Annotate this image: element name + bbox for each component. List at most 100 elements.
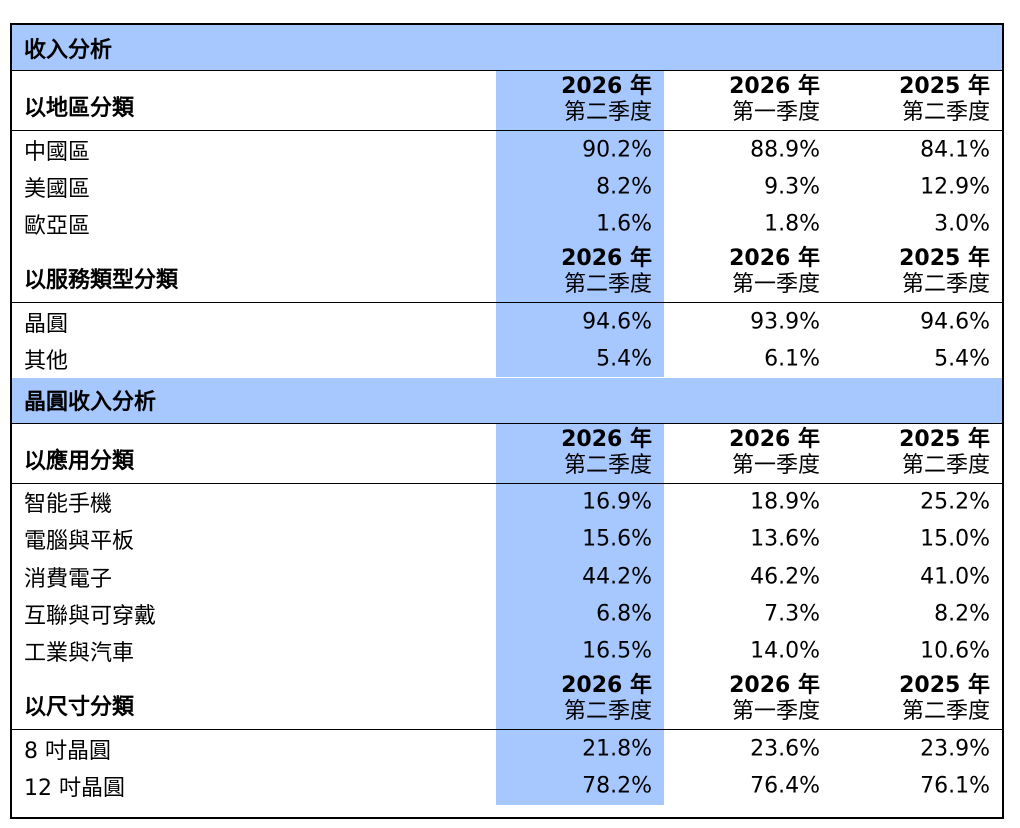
period-year: 2025 年 xyxy=(899,74,990,99)
period-header: 2026 年第二季度 xyxy=(496,670,652,729)
percent-cell: 16.9% xyxy=(582,489,652,515)
row-label: 電腦與平板 xyxy=(24,529,135,555)
current-quarter-highlight xyxy=(496,423,664,483)
percent-cell: 21.8% xyxy=(582,736,652,762)
percent-cell: 9.3% xyxy=(764,174,820,200)
percent-cell: 94.6% xyxy=(920,309,990,335)
period-header: 2026 年第一季度 xyxy=(664,71,820,130)
table-row: 12 吋晶圓 78.2% 76.4% 76.1% xyxy=(12,767,1002,805)
period-year: 2026 年 xyxy=(729,426,820,452)
percent-cell: 5.4% xyxy=(596,346,652,372)
percent-cell: 1.8% xyxy=(764,211,820,237)
percent-cell: 23.6% xyxy=(750,736,820,762)
current-quarter-highlight xyxy=(496,670,664,729)
percent-cell: 12.9% xyxy=(920,174,990,200)
current-quarter-highlight xyxy=(496,340,664,378)
table-row: 智能手機 16.9% 18.9% 25.2% xyxy=(12,483,1002,521)
current-quarter-highlight xyxy=(496,242,664,302)
table-row: 互聯與可穿戴 6.8% 7.3% 8.2% xyxy=(12,595,1002,633)
table-row: 8 吋晶圓 21.8% 23.6% 23.9% xyxy=(12,730,1002,768)
period-quarter: 第二季度 xyxy=(563,699,652,724)
period-header: 2026 年第二季度 xyxy=(496,424,652,483)
percent-cell: 7.3% xyxy=(764,601,820,627)
category-header-row: 以尺寸分類 2026 年第二季度 2026 年第一季度 2025 年第二季度 xyxy=(12,670,1002,730)
period-year: 2025 年 xyxy=(899,673,990,698)
period-quarter: 第二季度 xyxy=(563,452,652,478)
row-label: 智能手機 xyxy=(24,492,113,518)
period-year: 2026 年 xyxy=(561,426,652,452)
current-quarter-highlight xyxy=(496,520,664,559)
period-quarter: 第二季度 xyxy=(901,699,990,724)
table-row: 其他 5.4% 6.1% 5.4% xyxy=(12,340,1002,378)
percent-cell: 88.9% xyxy=(750,137,820,163)
percent-cell: 6.8% xyxy=(596,601,652,627)
percent-cell: 41.0% xyxy=(920,564,990,590)
category-title: 以服務類型分類 xyxy=(24,267,179,293)
period-quarter: 第一季度 xyxy=(731,271,820,297)
current-quarter-highlight xyxy=(496,483,664,521)
row-label: 美國區 xyxy=(24,176,91,202)
percent-cell: 90.2% xyxy=(582,137,652,163)
row-label: 12 吋晶圓 xyxy=(24,775,125,801)
revenue-analysis-table: 收入分析 以地區分類 2026 年第二季度 2026 年第一季度 2025 年第二季度中… xyxy=(10,23,1004,819)
row-label: 消費電子 xyxy=(24,566,113,592)
period-quarter: 第二季度 xyxy=(563,271,652,297)
row-label: 晶圓 xyxy=(24,311,69,337)
percent-cell: 76.1% xyxy=(920,773,990,799)
period-header: 2025 年第二季度 xyxy=(832,424,990,483)
percent-cell: 6.1% xyxy=(764,346,820,372)
percent-cell: 16.5% xyxy=(582,638,652,664)
current-quarter-highlight xyxy=(496,632,664,670)
current-quarter-highlight xyxy=(496,205,664,243)
period-quarter: 第一季度 xyxy=(731,699,820,724)
period-quarter: 第一季度 xyxy=(731,452,820,478)
period-year: 2026 年 xyxy=(561,74,652,99)
period-quarter: 第二季度 xyxy=(901,100,990,125)
current-quarter-highlight xyxy=(496,730,664,768)
period-year: 2026 年 xyxy=(729,74,820,99)
period-header: 2025 年第二季度 xyxy=(832,670,990,729)
current-quarter-highlight xyxy=(496,595,664,633)
percent-cell: 78.2% xyxy=(582,773,652,799)
period-header: 2026 年第一季度 xyxy=(664,243,820,302)
row-label: 8 吋晶圓 xyxy=(24,738,111,764)
percent-cell: 3.0% xyxy=(934,211,990,237)
current-quarter-highlight xyxy=(496,168,664,206)
row-label: 中國區 xyxy=(24,139,91,165)
category-header-row: 以地區分類 2026 年第二季度 2026 年第一季度 2025 年第二季度 xyxy=(12,71,1002,131)
table-row: 中國區 90.2% 88.9% 84.1% xyxy=(12,131,1002,169)
table-row: 美國區 8.2% 9.3% 12.9% xyxy=(12,168,1002,206)
percent-cell: 8.2% xyxy=(934,601,990,627)
table-row: 晶圓 94.6% 93.9% 94.6% xyxy=(12,302,1002,341)
period-year: 2025 年 xyxy=(899,426,990,452)
section-title: 晶圓收入分析 xyxy=(24,390,157,415)
table-row: 工業與汽車 16.5% 14.0% 10.6% xyxy=(12,632,1002,670)
period-year: 2026 年 xyxy=(561,673,652,698)
period-quarter: 第二季度 xyxy=(901,271,990,297)
percent-cell: 25.2% xyxy=(920,489,990,515)
percent-cell: 1.6% xyxy=(596,211,652,237)
percent-cell: 94.6% xyxy=(582,309,652,335)
row-label: 工業與汽車 xyxy=(24,641,135,667)
current-quarter-highlight xyxy=(496,302,664,341)
current-quarter-highlight xyxy=(496,558,664,596)
percent-cell: 10.6% xyxy=(920,638,990,664)
percent-cell: 15.6% xyxy=(582,526,652,552)
percent-cell: 15.0% xyxy=(920,526,990,552)
current-quarter-highlight xyxy=(496,71,664,130)
period-year: 2026 年 xyxy=(729,245,820,271)
category-title: 以地區分類 xyxy=(24,96,135,121)
percent-cell: 46.2% xyxy=(750,564,820,590)
current-quarter-highlight xyxy=(496,767,664,805)
row-label: 歐亞區 xyxy=(24,214,91,240)
period-header: 2026 年第二季度 xyxy=(496,243,652,302)
period-quarter: 第二季度 xyxy=(901,452,990,478)
section-header: 晶圓收入分析 xyxy=(12,377,1002,424)
percent-cell: 84.1% xyxy=(920,137,990,163)
period-header: 2026 年第二季度 xyxy=(496,71,652,130)
table-row: 電腦與平板 15.6% 13.6% 15.0% xyxy=(12,520,1002,559)
section-title: 收入分析 xyxy=(24,37,113,63)
period-header: 2025 年第二季度 xyxy=(832,71,990,130)
period-quarter: 第二季度 xyxy=(563,100,652,125)
percent-cell: 14.0% xyxy=(750,638,820,664)
